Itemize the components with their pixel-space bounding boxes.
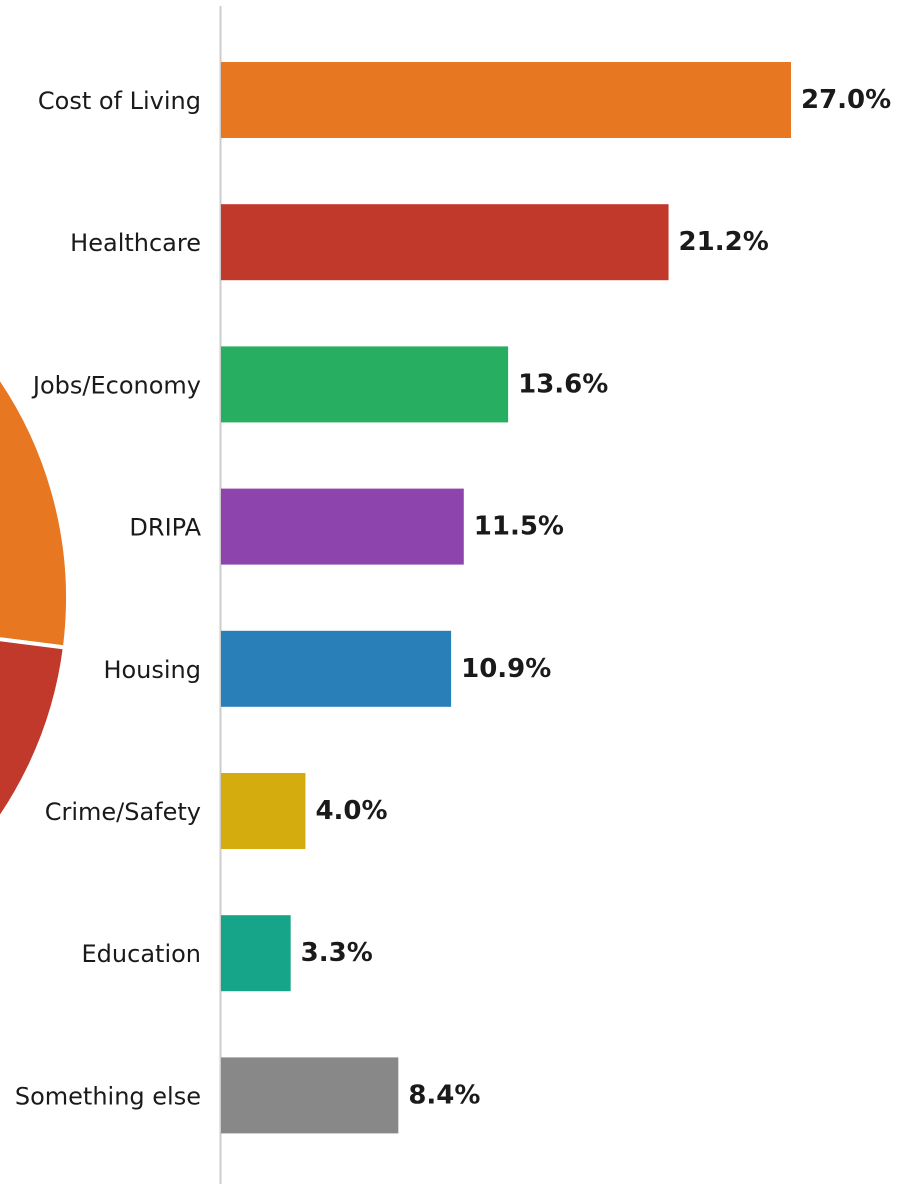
value-label-housing: 10.9%	[461, 654, 551, 684]
bar-something-else	[221, 1057, 399, 1134]
bar-jobs-economy	[221, 346, 509, 423]
bar-dripa	[221, 488, 464, 565]
bar-cost-of-living	[221, 62, 791, 138]
pie-chart-partial	[0, 374, 70, 822]
value-label-crime-safety: 4.0%	[315, 796, 387, 826]
category-label-jobs-economy: Jobs/Economy	[31, 371, 201, 399]
category-label-housing: Housing	[103, 656, 201, 684]
value-label-something-else: 8.4%	[408, 1080, 480, 1110]
category-label-something-else: Something else	[15, 1082, 201, 1110]
value-label-cost-of-living: 27.0%	[801, 85, 891, 115]
bar-crime-safety	[221, 773, 306, 849]
value-label-dripa: 11.5%	[474, 512, 564, 542]
value-label-healthcare: 21.2%	[679, 227, 769, 257]
category-label-education: Education	[82, 940, 201, 968]
value-label-education: 3.3%	[301, 938, 373, 968]
pie-slice-cost-of-living	[0, 374, 70, 650]
bar-healthcare	[221, 204, 669, 281]
bar-housing	[221, 630, 452, 707]
bar-chart: Cost of Living 27.0% Healthcare 21.2% Jobs/E…	[15, 62, 891, 1134]
category-label-cost-of-living: Cost of Living	[38, 87, 201, 115]
category-label-healthcare: Healthcare	[70, 229, 201, 257]
bar-education	[221, 915, 291, 992]
category-label-crime-safety: Crime/Safety	[45, 798, 201, 826]
category-label-dripa: DRIPA	[129, 514, 201, 542]
pie-slice-healthcare	[0, 637, 68, 822]
value-label-jobs-economy: 13.6%	[518, 369, 608, 399]
